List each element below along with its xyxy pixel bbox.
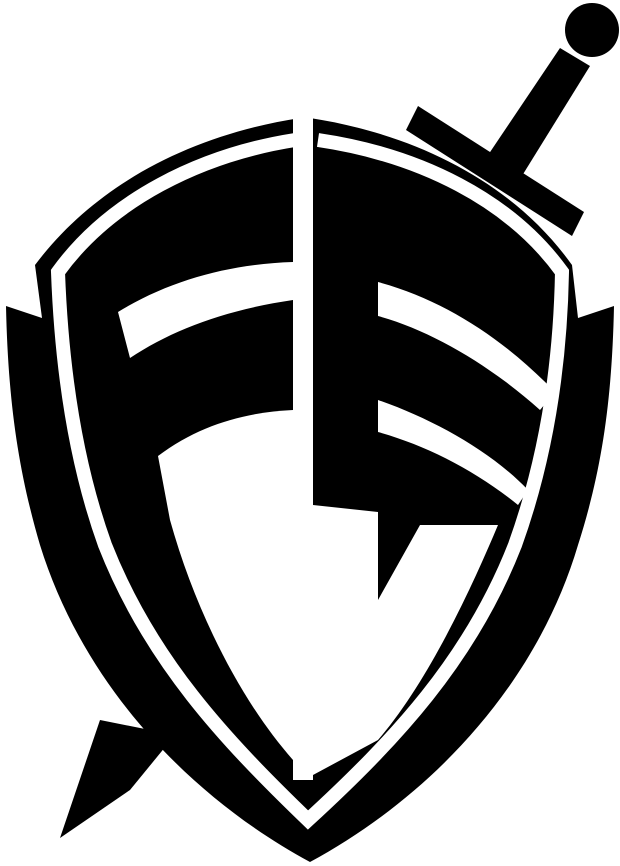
letter-e-lower [313,505,498,775]
center-split [293,110,313,780]
sword-blade [60,720,175,838]
sword-handle [478,48,590,192]
sword-guard [406,106,584,236]
letter-f-upper [118,262,293,358]
letter-e-upper [378,282,555,410]
letter-f-lower [158,410,293,760]
sword-pommel [565,3,619,57]
shield-ring [50,133,570,830]
letter-e-middle [378,400,528,505]
